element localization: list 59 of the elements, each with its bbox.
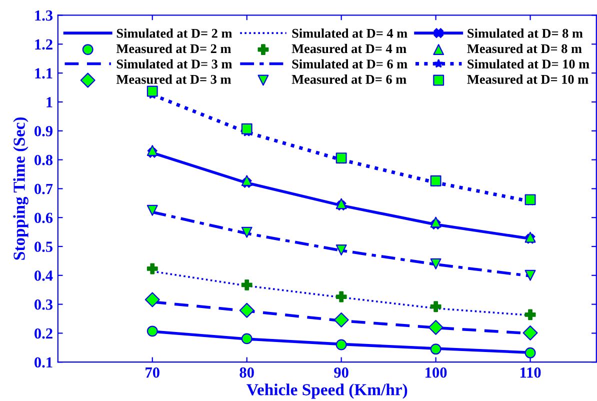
point bbox=[144, 292, 160, 308]
point bbox=[241, 175, 252, 186]
point bbox=[336, 339, 347, 350]
y-tick-label: 1 bbox=[46, 97, 52, 108]
point bbox=[430, 344, 442, 355]
legend-label: Simulated at D= 4 m bbox=[292, 28, 408, 38]
point bbox=[430, 216, 442, 228]
point bbox=[146, 145, 158, 156]
x-axis-title: Vehicle Speed (Km/hr) bbox=[246, 384, 408, 399]
point bbox=[430, 175, 442, 186]
x-tick-label: 70 bbox=[146, 367, 160, 378]
point bbox=[428, 320, 444, 335]
legend-label: Measured at D= 8 m bbox=[467, 44, 582, 54]
point bbox=[524, 347, 536, 358]
point bbox=[430, 301, 442, 312]
point bbox=[430, 258, 442, 270]
y-tick-label: 0.8 bbox=[34, 154, 53, 166]
y-tick-label: 0.7 bbox=[34, 184, 53, 194]
point bbox=[241, 226, 252, 238]
legend-label: Measured at D= 4 m bbox=[292, 44, 406, 54]
point bbox=[241, 279, 252, 290]
y-tick-label: 0.5 bbox=[34, 242, 52, 252]
point bbox=[334, 312, 349, 328]
point bbox=[336, 244, 347, 256]
legend-label: Measured at D= 2 m bbox=[116, 44, 232, 54]
point bbox=[522, 325, 538, 340]
legend-label: Simulated at D= 3 m bbox=[116, 59, 232, 69]
point bbox=[524, 194, 536, 206]
point bbox=[241, 333, 252, 344]
point bbox=[146, 326, 158, 337]
y-tick-label: 1.3 bbox=[35, 10, 53, 21]
point bbox=[524, 270, 536, 281]
x-tick-label: 80 bbox=[240, 367, 254, 378]
legend-label: Simulated at D= 2 m bbox=[116, 28, 232, 38]
point bbox=[146, 263, 158, 274]
y-axis-title: Stopping Time (Sec) bbox=[13, 117, 28, 260]
legend-label: Simulated at D= 10 m bbox=[468, 59, 590, 69]
y-tick-label: 1.1 bbox=[35, 68, 52, 79]
y-tick-label: 0.9 bbox=[34, 126, 52, 136]
point bbox=[146, 204, 158, 216]
legend-label: Measured at D= 10 m bbox=[467, 74, 588, 84]
y-tick-label: 1.2 bbox=[35, 39, 52, 50]
point bbox=[146, 86, 158, 97]
y-tick-label: 0.4 bbox=[34, 270, 53, 281]
y-tick-label: 0.3 bbox=[34, 299, 53, 310]
legend-label: Measured at D= 6 m bbox=[292, 74, 406, 84]
legend-label: Simulated at D= 8 m bbox=[468, 28, 583, 38]
legend-label: Measured at D= 3 m bbox=[116, 74, 232, 84]
y-tick-label: 0.2 bbox=[34, 328, 52, 339]
y-tick-label: 0.1 bbox=[34, 357, 52, 368]
point bbox=[241, 123, 252, 134]
x-tick-label: 90 bbox=[334, 367, 348, 378]
point bbox=[524, 309, 536, 320]
x-tick-label: 100 bbox=[426, 367, 447, 378]
point bbox=[336, 291, 347, 302]
y-tick-label: 0.6 bbox=[34, 212, 53, 224]
x-tick-label: 110 bbox=[520, 367, 541, 378]
legend-label: Simulated at D= 6 m bbox=[292, 59, 408, 69]
point bbox=[239, 302, 254, 318]
